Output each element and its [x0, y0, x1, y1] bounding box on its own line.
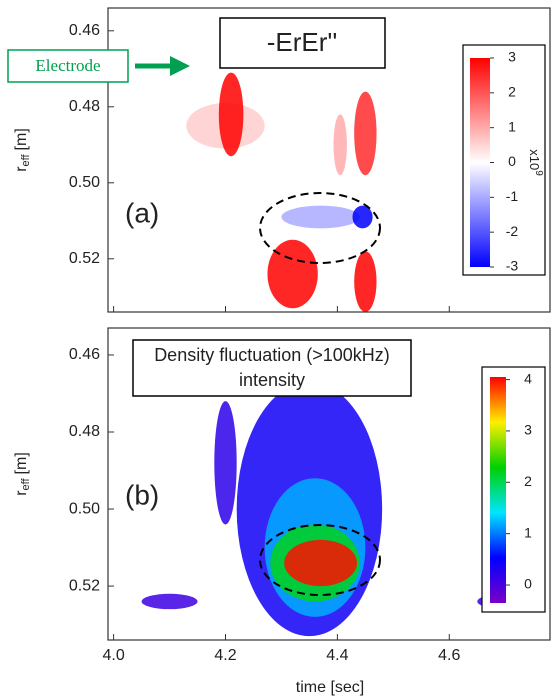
contour-area — [186, 72, 377, 312]
y-tick-label: 0.52 — [69, 577, 100, 594]
x-axis-label: time [sec] — [296, 679, 364, 696]
colorbar-tick-label: 3 — [524, 422, 532, 438]
y-tick-label: 0.50 — [69, 174, 100, 191]
y-tick-label: 0.50 — [69, 500, 100, 517]
colorbar-tick-label: 3 — [508, 49, 516, 65]
y-axis-label: reff [m] — [13, 452, 32, 496]
annotation-box — [132, 339, 412, 397]
y-label-unit: [m] — [13, 452, 30, 474]
colorbar-tick-label: 0 — [524, 576, 532, 592]
contour-region — [333, 114, 347, 176]
contour-region — [354, 91, 377, 176]
y-tick-label: 0.48 — [69, 98, 100, 115]
y-label-main: r — [13, 490, 30, 496]
contour-region — [141, 593, 198, 610]
y-tick-label: 0.46 — [69, 346, 100, 363]
colorbar-label: x109 — [527, 149, 545, 176]
colorbar-tick-label: 2 — [524, 473, 532, 489]
y-label-sub: eff — [20, 153, 32, 166]
contour-area — [141, 381, 534, 637]
highlight-ellipse — [259, 524, 381, 596]
plot-layer: 0.460.480.500.52reff[m]-3-2-10123x1090.4… — [13, 7, 551, 664]
colorbar-tick-label: 1 — [508, 118, 516, 134]
colorbar-label-base: x10 — [527, 149, 542, 170]
electrode-label: Electrode — [35, 56, 100, 75]
colorbar-tick-label: 4 — [524, 370, 532, 386]
annotation: -ErEr'' — [267, 27, 338, 57]
colorbar-label-exp: 9 — [533, 170, 544, 176]
annotation: intensity — [239, 370, 305, 390]
contour-region — [284, 539, 357, 587]
highlight-ellipse — [259, 192, 381, 264]
y-label-main: r — [13, 166, 30, 172]
y-label-unit: [m] — [13, 128, 30, 150]
colorbar-tick-label: -3 — [506, 258, 519, 274]
contour-region — [218, 72, 244, 157]
y-axis-label: reff [m] — [13, 128, 32, 172]
colorbar-tick-label: 1 — [524, 524, 532, 540]
colorbar — [490, 377, 506, 603]
colorbar-tick-label: -1 — [506, 188, 519, 204]
colorbar — [470, 58, 490, 267]
colorbar-tick-label: 0 — [508, 153, 516, 169]
y-label-sub: eff — [20, 477, 32, 490]
y-tick-label: 0.52 — [69, 250, 100, 267]
y-tick-label: 0.48 — [69, 423, 100, 440]
contour-region — [354, 251, 377, 312]
y-tick-label: 0.46 — [69, 22, 100, 39]
electrode-arrow-head — [170, 56, 190, 76]
annotation-box — [219, 17, 386, 69]
annotation: Density fluctuation (>100kHz) — [154, 345, 390, 365]
colorbar-tick-label: 2 — [508, 84, 516, 100]
x-tick-label: 4.6 — [438, 647, 460, 664]
electrode-box — [7, 49, 129, 83]
x-tick-label: 4.2 — [214, 647, 236, 664]
panel-label: (b) — [125, 479, 159, 510]
contour-region — [281, 205, 360, 229]
contour-region — [267, 239, 318, 309]
contour-region — [214, 401, 237, 525]
contour-region — [352, 205, 373, 229]
x-tick-label: 4.0 — [102, 647, 124, 664]
panel-label: (a) — [125, 197, 159, 228]
frame — [107, 327, 551, 641]
frame — [107, 7, 551, 313]
colorbar-tick-label: -2 — [506, 223, 519, 239]
x-tick-label: 4.4 — [326, 647, 348, 664]
